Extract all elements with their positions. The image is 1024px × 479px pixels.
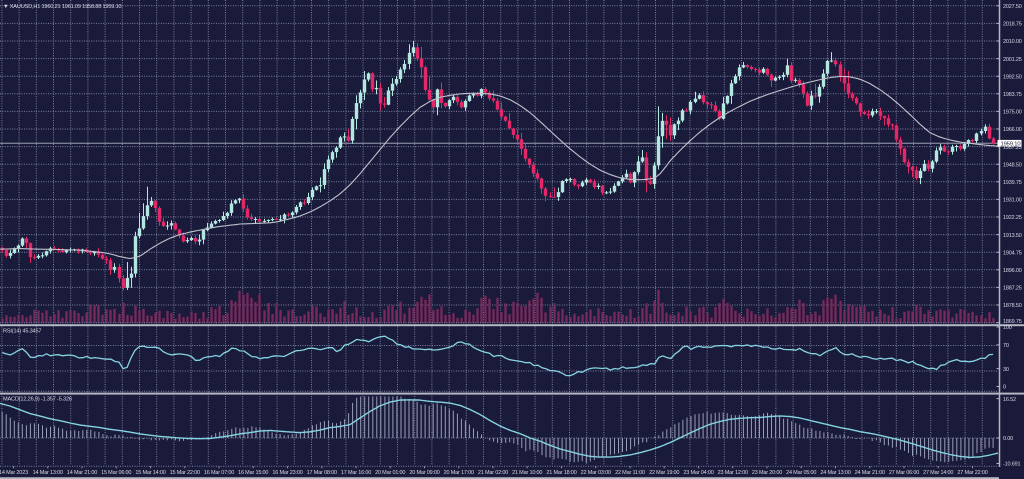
svg-text:16.52: 16.52: [1003, 397, 1016, 403]
svg-text:22 Mar 19:00: 22 Mar 19:00: [649, 470, 679, 476]
svg-text:17 Mar 08:00: 17 Mar 08:00: [307, 470, 337, 476]
svg-text:0.00: 0.00: [1003, 436, 1013, 442]
svg-text:15 Mar 22:00: 15 Mar 22:00: [170, 470, 200, 476]
svg-text:22 Mar 03:00: 22 Mar 03:00: [581, 470, 611, 476]
svg-text:1922.25: 1922.25: [1003, 215, 1022, 221]
svg-text:22 Mar 11:00: 22 Mar 11:00: [615, 470, 645, 476]
svg-text:24 Mar 13:00: 24 Mar 13:00: [820, 470, 850, 476]
svg-text:20 Mar 17:00: 20 Mar 17:00: [444, 470, 474, 476]
svg-text:23 Mar 04:00: 23 Mar 04:00: [683, 470, 713, 476]
svg-text:14 Mar 21:00: 14 Mar 21:00: [67, 470, 97, 476]
svg-text:14 Mar 13:00: 14 Mar 13:00: [33, 470, 63, 476]
svg-text:23 Mar 20:00: 23 Mar 20:00: [752, 470, 782, 476]
svg-text:RSI(14) 45.3457: RSI(14) 45.3457: [3, 329, 41, 335]
svg-text:23 Mar 12:00: 23 Mar 12:00: [718, 470, 748, 476]
svg-text:1992.50: 1992.50: [1003, 74, 1022, 80]
svg-text:15 Mar 14:00: 15 Mar 14:00: [135, 470, 165, 476]
svg-text:24 Mar 21:00: 24 Mar 21:00: [855, 470, 885, 476]
svg-text:20 Mar 09:00: 20 Mar 09:00: [409, 470, 439, 476]
svg-text:21 Mar 02:00: 21 Mar 02:00: [478, 470, 508, 476]
svg-text:24 Mar 05:00: 24 Mar 05:00: [786, 470, 816, 476]
svg-text:2027.50: 2027.50: [1003, 4, 1022, 10]
svg-text:2018.75: 2018.75: [1003, 22, 1022, 28]
svg-text:1959.10: 1959.10: [1001, 141, 1021, 147]
svg-text:-10.691: -10.691: [1003, 462, 1021, 468]
svg-text:16 Mar 15:00: 16 Mar 15:00: [238, 470, 268, 476]
svg-text:15 Mar 06:00: 15 Mar 06:00: [101, 470, 131, 476]
svg-text:1887.25: 1887.25: [1003, 286, 1022, 292]
svg-text:MACD(12,26,9) -1.357 -5.326: MACD(12,26,9) -1.357 -5.326: [3, 397, 72, 403]
svg-text:27 Mar 06:00: 27 Mar 06:00: [889, 470, 919, 476]
svg-text:1878.50: 1878.50: [1003, 303, 1022, 309]
svg-text:2001.25: 2001.25: [1003, 57, 1022, 63]
svg-text:30: 30: [1003, 367, 1009, 373]
svg-text:14 Mar 2023: 14 Mar 2023: [0, 470, 28, 476]
svg-text:1904.75: 1904.75: [1003, 250, 1022, 256]
svg-text:1896.00: 1896.00: [1003, 268, 1022, 274]
svg-text:21 Mar 18:00: 21 Mar 18:00: [546, 470, 576, 476]
svg-text:2010.00: 2010.00: [1003, 39, 1022, 45]
svg-text:1975.00: 1975.00: [1003, 110, 1022, 116]
svg-text:0: 0: [1003, 385, 1006, 391]
svg-text:1966.00: 1966.00: [1003, 127, 1022, 133]
svg-text:100: 100: [1003, 325, 1012, 331]
svg-text:16 Mar 07:00: 16 Mar 07:00: [204, 470, 234, 476]
svg-text:1931.00: 1931.00: [1003, 198, 1022, 204]
svg-text:1939.75: 1939.75: [1003, 180, 1022, 186]
svg-text:1948.50: 1948.50: [1003, 162, 1022, 168]
svg-text:17 Mar 16:00: 17 Mar 16:00: [341, 470, 371, 476]
svg-text:70: 70: [1003, 343, 1009, 349]
svg-text:20 Mar 01:00: 20 Mar 01:00: [375, 470, 405, 476]
svg-text:1869.75: 1869.75: [1003, 319, 1022, 325]
svg-text:1983.75: 1983.75: [1003, 92, 1022, 98]
svg-text:1913.50: 1913.50: [1003, 233, 1022, 239]
svg-text:27 Mar 14:00: 27 Mar 14:00: [923, 470, 953, 476]
svg-text:16 Mar 23:00: 16 Mar 23:00: [272, 470, 302, 476]
svg-text:▼ XAUUSD,H1 1960.21 1961.09 1: ▼ XAUUSD,H1 1960.21 1961.09 1958.88 1959…: [3, 4, 122, 10]
svg-text:21 Mar 10:00: 21 Mar 10:00: [512, 470, 542, 476]
svg-text:27 Mar 22:00: 27 Mar 22:00: [957, 470, 987, 476]
svg-text:1957.25: 1957.25: [1003, 145, 1022, 151]
